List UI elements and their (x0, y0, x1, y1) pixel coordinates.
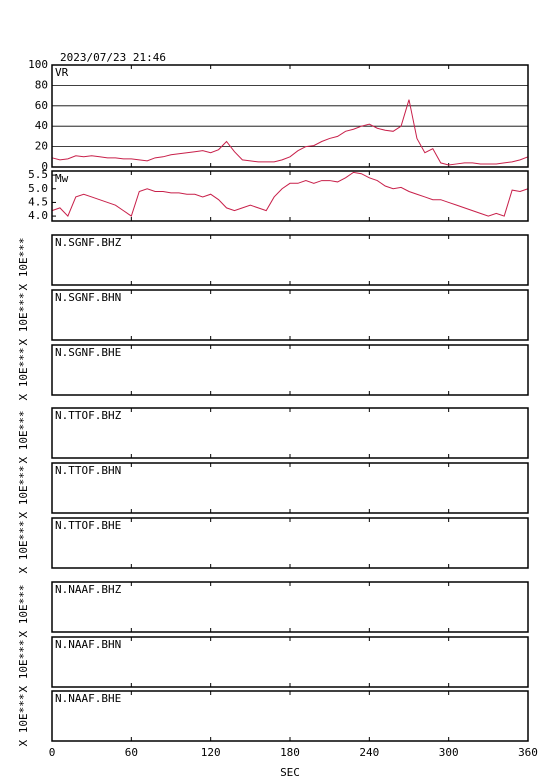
panel-frame (51, 64, 529, 168)
y-axis-label: X 10E*** (17, 293, 30, 346)
panel-frame (51, 170, 529, 222)
panel-frame (51, 234, 529, 286)
panel-frame (51, 581, 529, 633)
panel-label: N.TTOF.BHE (55, 519, 121, 532)
panel-label: N.NAAF.BHE (55, 692, 121, 705)
y-tick-label: 40 (35, 119, 48, 132)
x-tick-label: 240 (359, 746, 379, 759)
panel-label: N.NAAF.BHZ (55, 583, 122, 596)
data-line (51, 171, 529, 217)
y-tick-label: 4.5 (28, 195, 48, 208)
y-tick-label: 4.0 (28, 209, 48, 222)
panel-frame (51, 289, 529, 341)
y-tick-label: 80 (35, 78, 48, 91)
x-tick-label: 120 (201, 746, 221, 759)
y-tick-label: 20 (35, 140, 48, 153)
y-axis-label: X 10E*** (17, 238, 30, 291)
x-tick-label: 60 (125, 746, 138, 759)
panel-label: N.TTOF.BHZ (55, 409, 122, 422)
y-axis-label: X 10E*** (17, 640, 30, 693)
x-axis-label: SEC (280, 766, 300, 779)
panel-label: N.TTOF.BHN (55, 464, 121, 477)
chart-title: 2023/07/23 21:46 (60, 51, 166, 64)
y-tick-label: 5.0 (28, 182, 48, 195)
panel-label: N.NAAF.BHN (55, 638, 121, 651)
panel-label: N.SGNF.BHZ (55, 236, 122, 249)
y-axis-label: X 10E*** (17, 411, 30, 464)
panel-frame (51, 517, 529, 569)
y-tick-label: 0 (41, 160, 48, 173)
panel-label: N.SGNF.BHE (55, 346, 121, 359)
x-tick-label: 180 (280, 746, 300, 759)
y-axis-label: X 10E*** (17, 348, 30, 401)
y-axis-label: X 10E*** (17, 694, 30, 747)
y-tick-label: 60 (35, 99, 48, 112)
y-axis-label: X 10E*** (17, 521, 30, 574)
y-axis-label: X 10E*** (17, 585, 30, 638)
panel-frame (51, 462, 529, 514)
y-axis-label: X 10E*** (17, 466, 30, 519)
panel-label: N.SGNF.BHN (55, 291, 121, 304)
panel-frame (51, 407, 529, 459)
x-tick-label: 300 (439, 746, 459, 759)
data-line (51, 99, 529, 166)
x-tick-label: 0 (49, 746, 56, 759)
panel-frame (51, 690, 529, 742)
y-tick-label: 100 (28, 58, 48, 71)
panel-frame (51, 636, 529, 688)
panel-label: Mw (55, 172, 69, 185)
panel-frame (51, 344, 529, 396)
y-tick-label: 5.5 (28, 168, 48, 181)
x-tick-label: 360 (518, 746, 538, 759)
panel-label: VR (55, 66, 69, 79)
